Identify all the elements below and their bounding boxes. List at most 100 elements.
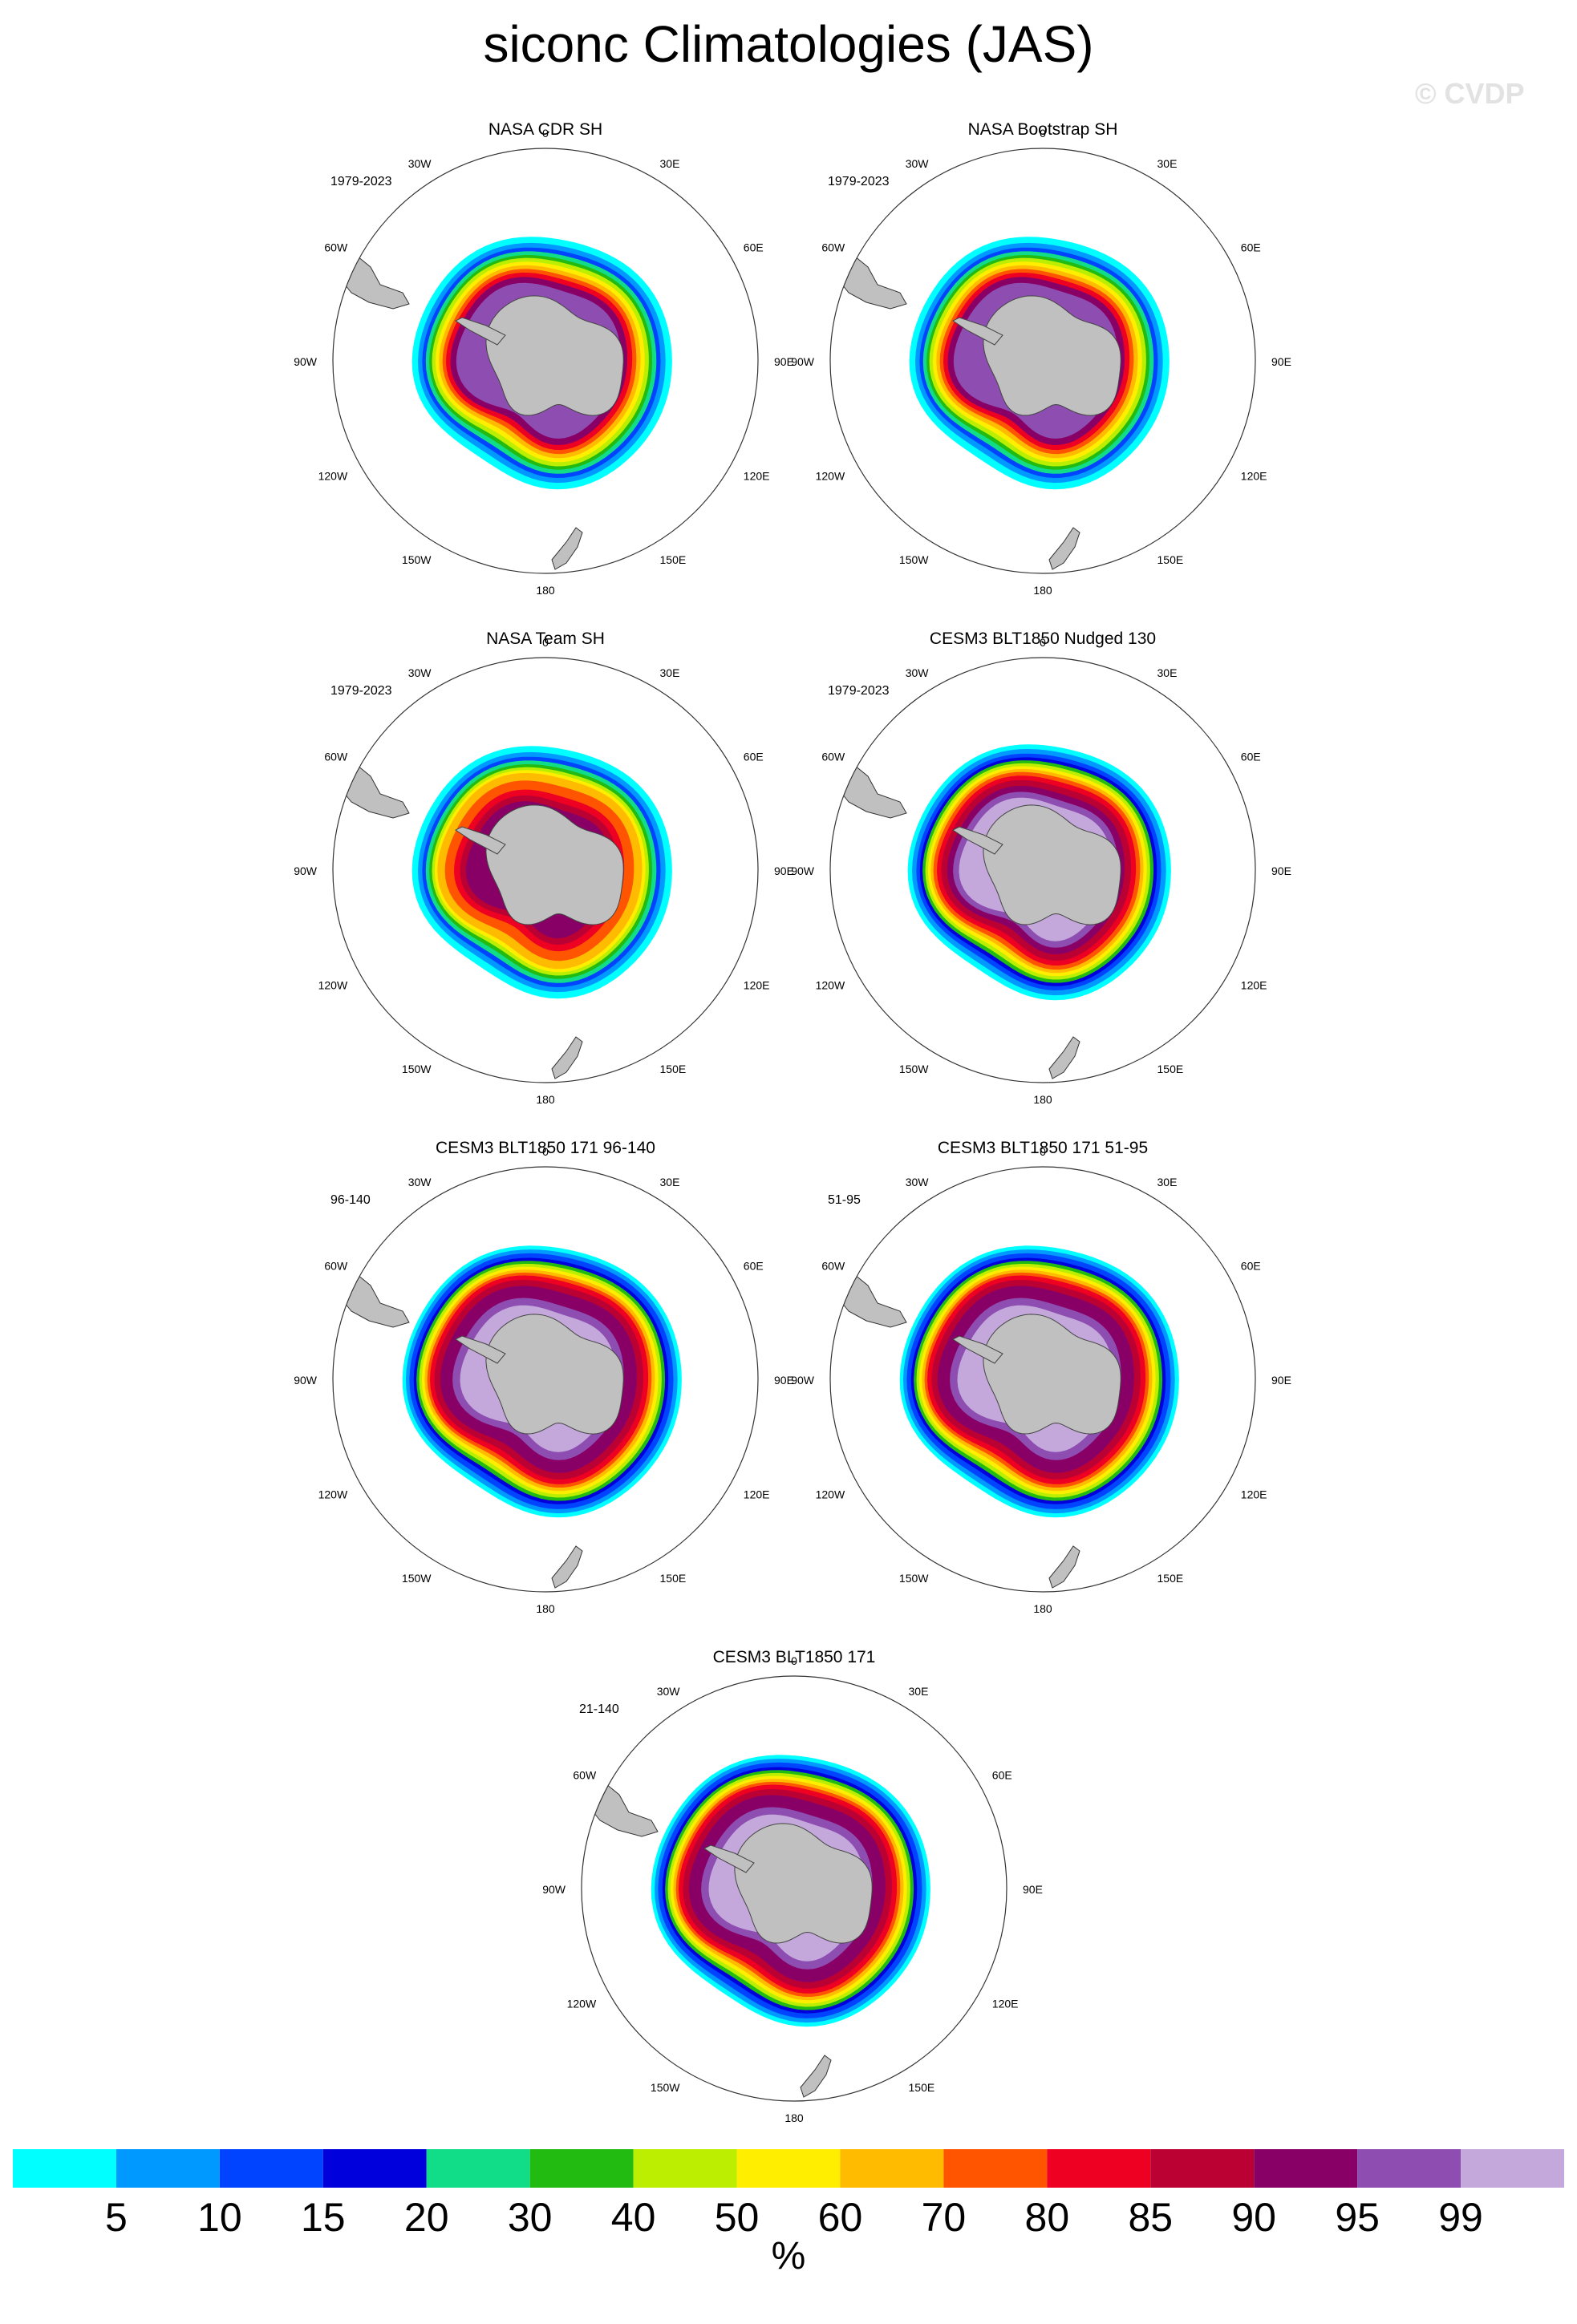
longitude-label: 150W: [402, 1572, 432, 1585]
colorbar-swatch: [116, 2149, 220, 2188]
longitude-label: 90E: [1271, 864, 1291, 877]
longitude-label: 90W: [294, 864, 318, 877]
antarctic-peninsula-land: [952, 826, 1003, 855]
map-panel: CESM3 BLT1850 171 96-140 96-140 0 30E 60E 90E…: [249, 1139, 842, 1636]
longitude-label: 60E: [1241, 1260, 1261, 1273]
map-border: [332, 657, 759, 1083]
longitude-label: 60E: [744, 241, 764, 254]
longitude-label: 120W: [318, 470, 348, 483]
longitude-label: 30E: [660, 666, 680, 679]
colorbar-tick-label: 10: [197, 2195, 242, 2240]
colorbar-tick-label: 85: [1128, 2195, 1174, 2240]
longitude-label: 60E: [992, 1769, 1012, 1782]
longitude-label: 30W: [906, 1176, 930, 1188]
longitude-label: 30E: [909, 1685, 929, 1698]
colorbar: [13, 2149, 1564, 2188]
colorbar-tick-label: 30: [507, 2195, 553, 2240]
longitude-label: 30W: [408, 157, 432, 170]
longitude-label: 120W: [318, 979, 348, 992]
panel-title: CESM3 BLT1850 171 96-140: [436, 1139, 655, 1157]
longitude-label: 120E: [744, 979, 770, 992]
new-zealand-land: [551, 1036, 583, 1079]
period-label: 21-140: [579, 1703, 619, 1716]
longitude-label: 180: [536, 1602, 555, 1615]
map-panel: CESM3 BLT1850 171 21-140 0 30E 60E 90E 120E 150…: [497, 1648, 1091, 2145]
longitude-label: 30E: [660, 1176, 680, 1188]
colorbar-tick-label: 40: [610, 2195, 656, 2240]
longitude-label: 60E: [1241, 241, 1261, 254]
longitude-label: 150E: [660, 1063, 687, 1075]
panel-title: CESM3 BLT1850 171: [712, 1648, 876, 1666]
colorbar-swatch: [633, 2149, 737, 2188]
longitude-label: 180: [536, 1093, 555, 1106]
longitude-label: 150E: [660, 553, 687, 566]
longitude-label: 30E: [660, 157, 680, 170]
colorbar-swatch: [1357, 2149, 1461, 2188]
polar-map: 0 30E 60E 90E 120E 150E 180 150W 120W 90W 60W 30W: [294, 1145, 794, 1615]
longitude-label: 0: [542, 127, 549, 140]
map-panel: NASA Bootstrap SH 1979-2023 0 30E 60E 90E 120E…: [746, 120, 1340, 617]
south-america-land: [338, 761, 410, 819]
colorbar-swatch: [529, 2149, 634, 2188]
antarctic-peninsula-land: [952, 317, 1003, 346]
period-label: 1979-2023: [828, 175, 890, 188]
colorbar-swatch: [1047, 2149, 1151, 2188]
polar-map: 0 30E 60E 90E 120E 150E 180 150W 120W 90W 60W 30W: [294, 127, 794, 597]
longitude-label: 120W: [816, 1488, 845, 1501]
longitude-label: 180: [1033, 1093, 1052, 1106]
colorbar-swatch: [840, 2149, 944, 2188]
longitude-label: 90E: [774, 355, 794, 368]
panel-title: NASA Team SH: [486, 630, 605, 648]
longitude-label: 60W: [821, 1260, 845, 1273]
antarctic-peninsula-land: [455, 1335, 506, 1364]
new-zealand-land: [1048, 1545, 1080, 1589]
new-zealand-land: [1048, 1036, 1080, 1079]
longitude-label: 60E: [744, 1260, 764, 1273]
colorbar-swatch: [736, 2149, 841, 2188]
south-america-land: [338, 252, 410, 310]
map-border: [581, 1675, 1007, 2102]
longitude-label: 0: [542, 1145, 549, 1158]
map-border: [332, 148, 759, 574]
longitude-label: 120E: [744, 470, 770, 483]
longitude-label: 30E: [1157, 666, 1178, 679]
longitude-label: 60W: [324, 241, 348, 254]
longitude-label: 150W: [402, 553, 432, 566]
map-border: [829, 1166, 1256, 1593]
longitude-label: 30W: [657, 1685, 681, 1698]
longitude-label: 120E: [1241, 470, 1267, 483]
longitude-label: 120E: [992, 1998, 1019, 2010]
period-label: 1979-2023: [330, 684, 392, 698]
south-america-land: [338, 1270, 410, 1328]
longitude-label: 30E: [1157, 157, 1178, 170]
longitude-label: 30W: [408, 1176, 432, 1188]
longitude-label: 90E: [1271, 1374, 1291, 1387]
colorbar-tick-label: 50: [714, 2195, 760, 2240]
map-border: [829, 657, 1256, 1083]
colorbar-tick-label: 99: [1438, 2195, 1483, 2240]
polar-map: 0 30E 60E 90E 120E 150E 180 150W 120W 90W 60W 30W: [294, 636, 794, 1106]
colorbar-swatch: [1461, 2149, 1564, 2188]
colorbar-tick-label: 15: [300, 2195, 346, 2240]
longitude-label: 60E: [1241, 751, 1261, 763]
longitude-label: 0: [1040, 636, 1046, 649]
new-zealand-land: [1048, 527, 1080, 570]
longitude-label: 60W: [821, 751, 845, 763]
longitude-label: 0: [542, 636, 549, 649]
longitude-label: 90E: [1023, 1883, 1043, 1896]
colorbar-tick-label: 95: [1335, 2195, 1380, 2240]
antarctic-peninsula-land: [455, 826, 506, 855]
longitude-label: 180: [784, 2111, 804, 2124]
polar-map: 0 30E 60E 90E 120E 150E 180 150W 120W 90W 60W 30W: [791, 127, 1291, 597]
cvdp-watermark: © CVDP: [1415, 77, 1525, 110]
map-panel: NASA Team SH 1979-2023 0 30E 60E 90E 120E 150E 1…: [249, 630, 842, 1127]
longitude-label: 150W: [899, 553, 929, 566]
longitude-label: 90W: [542, 1883, 566, 1896]
longitude-label: 120W: [816, 979, 845, 992]
colorbar-tick-label: 80: [1024, 2195, 1070, 2240]
colorbar-swatch: [219, 2149, 323, 2188]
longitude-label: 30E: [1157, 1176, 1178, 1188]
polar-map: 0 30E 60E 90E 120E 150E 180 150W 120W 90W 60W 30W: [791, 1145, 1291, 1615]
colorbar-swatch: [1254, 2149, 1358, 2188]
longitude-label: 150W: [402, 1063, 432, 1075]
